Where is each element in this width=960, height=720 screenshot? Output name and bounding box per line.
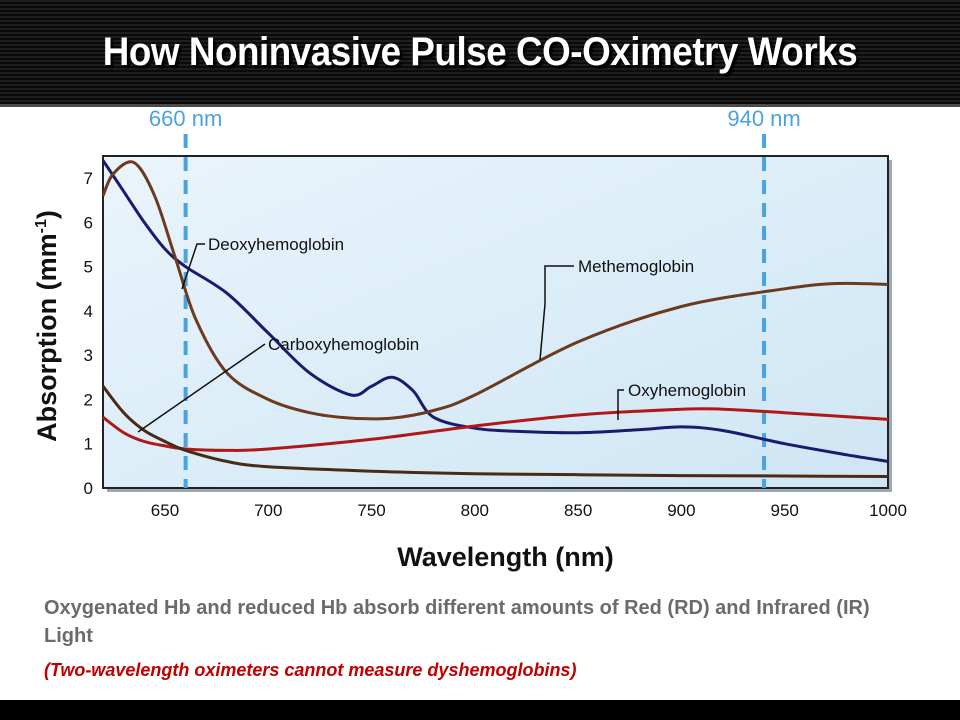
annotation-carboxyhemoglobin: Carboxyhemoglobin: [268, 335, 419, 354]
x-tick-label: 1000: [869, 501, 907, 520]
y-tick-label: 5: [84, 258, 93, 277]
note-text: (Two-wavelength oximeters cannot measure…: [44, 660, 577, 680]
caption-text: Oxygenated Hb and reduced Hb absorb diff…: [44, 597, 870, 647]
bottom-bar: [0, 700, 960, 720]
annotation-leader: [617, 389, 624, 420]
annotation-methemoglobin: Methemoglobin: [578, 257, 694, 276]
wavelength-marker-label: 660 nm: [149, 106, 222, 131]
plot-area: [102, 155, 889, 489]
series-line-carboxyhemoglobin: [101, 385, 889, 478]
x-tick-label: 850: [564, 501, 592, 520]
x-tick-label: 950: [771, 501, 799, 520]
y-tick-label: 3: [84, 346, 93, 365]
annotation-leader: [137, 343, 266, 433]
x-axis-label: Wavelength (nm): [397, 542, 614, 572]
y-axis-label: Absorption (mm-1): [32, 210, 62, 442]
slide-title: How Noninvasive Pulse CO-Oximetry Works: [102, 30, 858, 74]
absorption-chart: 660 nm 940 nm Deoxyhemoglobin Carboxyhemog…: [32, 106, 907, 572]
annotation-deoxyhemoglobin: Deoxyhemoglobin: [208, 235, 344, 254]
x-tick-label: 700: [254, 501, 282, 520]
x-tick-label: 750: [357, 501, 385, 520]
annotation-oxyhemoglobin: Oxyhemoglobin: [628, 381, 746, 400]
y-tick-label: 6: [84, 213, 93, 232]
series-line-oxyhemoglobin: [102, 407, 889, 452]
y-tick-label: 1: [84, 435, 93, 454]
annotation-leader: [181, 243, 205, 290]
y-tick-label: 0: [84, 479, 93, 498]
y-tick-label: 7: [84, 169, 93, 188]
y-tick-label: 4: [84, 302, 93, 321]
series-line-methemoglobin: [101, 160, 889, 421]
x-tick-label: 800: [461, 501, 489, 520]
wavelength-marker-label: 940 nm: [727, 106, 800, 131]
title-bar: How Noninvasive Pulse CO-Oximetry Works: [0, 0, 960, 107]
x-tick-label: 900: [667, 501, 695, 520]
annotation-leader: [539, 265, 574, 361]
y-tick-label: 2: [84, 390, 93, 409]
x-tick-label: 650: [151, 501, 179, 520]
